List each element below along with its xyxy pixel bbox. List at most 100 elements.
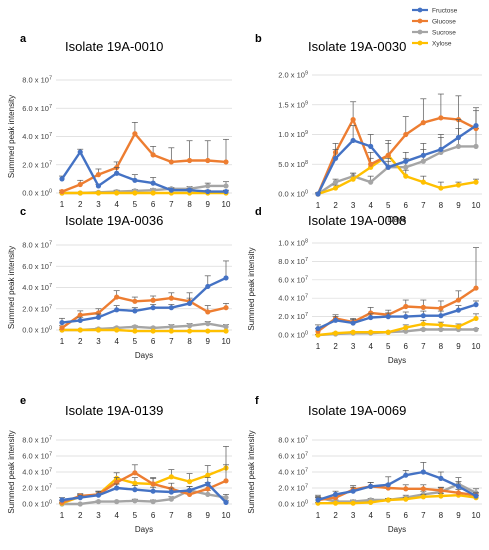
y-tick-label: 4.0 x 107 [22,132,52,141]
data-point-fructose [132,487,138,493]
data-point-sucrose [205,321,211,327]
data-point-fructose [332,317,339,323]
y-tick-label: 4.0 x 107 [278,468,308,477]
data-point-xylose [223,328,229,334]
legend-label-sucrose: Sucrose [432,30,456,37]
y-tick-label: 5.0 x 108 [278,160,308,169]
series-fructose [59,477,229,505]
data-point-xylose [205,472,211,478]
x-tick-label: 9 [206,200,211,209]
x-tick-label: 6 [404,342,409,351]
series-line-xylose [62,328,226,333]
legend-label-glucose: Glucose [432,19,456,26]
data-point-xylose [332,500,339,506]
y-tick-label: 6.0 x 107 [278,275,308,284]
data-point-fructose [95,314,102,320]
data-point-fructose [59,176,65,182]
series-line-xylose [317,317,477,337]
data-point-glucose [150,152,156,158]
series-fructose [315,462,479,503]
y-tick-label: 2.0 x 107 [22,160,52,169]
panel-letter: d [255,206,262,218]
y-axis-label: Summed peak intensity [7,246,16,329]
series-glucose [315,247,479,334]
y-tick-label: 6.0 x 107 [22,104,52,113]
data-point-glucose [132,298,138,304]
data-point-xylose [95,190,102,196]
data-point-fructose [438,475,444,481]
x-tick-label: 4 [114,200,119,209]
panel-letter: f [255,395,259,407]
data-point-sucrose [473,326,479,333]
y-tick-label: 6.0 x 107 [22,452,52,461]
series-line-fructose [61,482,227,504]
y-tick-label: 4.0 x 107 [22,283,52,292]
series-line-xylose [318,493,477,505]
data-point-fructose [150,488,156,494]
data-point-sucrose [455,143,462,149]
data-point-fructose [168,489,174,495]
data-point-glucose [186,491,193,497]
data-point-xylose [77,327,83,333]
data-point-sucrose [114,499,120,505]
data-point-xylose [95,327,102,333]
x-tick-label: 8 [187,337,192,346]
data-point-glucose [420,120,426,126]
x-axis-label: Days [388,356,406,365]
chart-title: Isolate 19A-0030 [308,39,406,54]
y-tick-label: 8.0 x 107 [22,241,52,250]
x-tick-label: 7 [421,342,426,351]
data-point-glucose [77,312,83,318]
data-point-sucrose [168,324,174,330]
x-tick-label: 10 [222,337,231,346]
data-point-xylose [168,474,174,480]
series-fructose [59,260,229,326]
x-tick-label: 6 [404,201,409,210]
x-tick-label: 6 [151,200,156,209]
legend-marker-fructose [417,7,423,13]
series-line-glucose [317,287,477,333]
data-point-fructose [168,305,174,311]
x-tick-label: 2 [333,342,338,351]
data-point-fructose [186,300,193,307]
y-tick-label: 0.0 x 100 [278,500,308,509]
data-point-xylose [385,329,391,335]
data-point-xylose [403,325,409,331]
data-point-sucrose [205,183,211,189]
y-tick-label: 8.0 x 107 [22,436,52,445]
legend-label-xylose: Xylose [432,41,452,48]
y-tick-label: 1.0 x 109 [278,130,308,139]
x-tick-label: 10 [222,200,231,209]
y-tick-label: 0.0 x 100 [22,189,52,198]
data-point-glucose [438,487,444,493]
x-tick-label: 7 [421,201,426,210]
x-tick-label: 7 [169,337,174,346]
y-tick-label: 8.0 x 107 [278,436,308,445]
x-tick-label: 10 [222,511,231,520]
series-xylose [59,327,229,334]
x-tick-label: 4 [114,511,119,520]
x-tick-label: 4 [368,201,373,210]
series-fructose [59,148,229,195]
chart-panel-b: b Isolate 19A-0030 0.0 x 100 5.0 x 108 1.0 x… [255,33,482,224]
data-point-glucose [132,470,138,476]
data-point-xylose [350,176,356,182]
data-point-sucrose [403,328,409,334]
y-tick-label: 1.5 x 109 [278,100,308,109]
data-point-fructose [350,320,356,326]
data-point-xylose [132,480,138,486]
data-point-sucrose [95,499,102,505]
chart-panel-c: c Isolate 19A-0036 0.0 x 100 2.0 x 107 4.0 x… [7,206,232,360]
x-tick-label: 10 [472,201,481,210]
x-tick-label: 9 [456,201,461,210]
data-point-xylose [368,329,374,335]
data-point-fructose [368,314,374,321]
x-tick-label: 10 [472,342,481,351]
data-point-xylose [368,499,374,505]
x-tick-label: 7 [421,511,426,520]
data-point-xylose [150,328,156,334]
x-tick-label: 8 [187,200,192,209]
series-xylose [315,313,479,338]
